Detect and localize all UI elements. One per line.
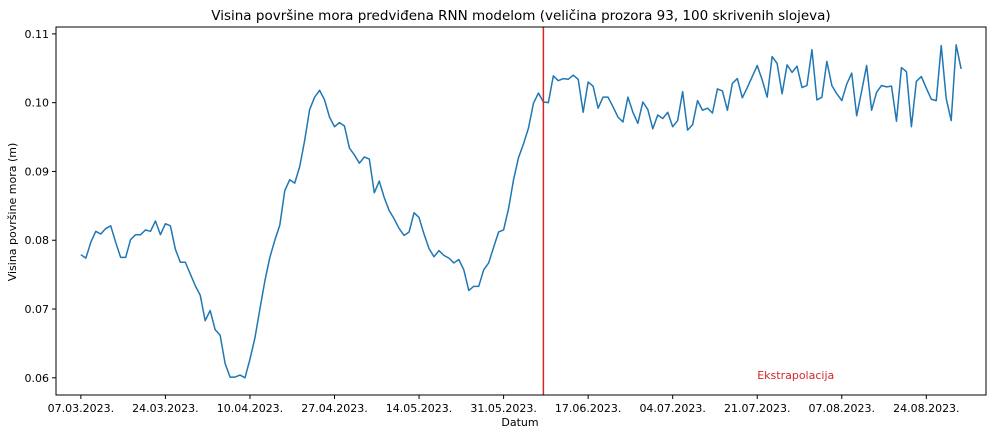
x-tick-label: 24.08.2023. (893, 402, 959, 415)
x-tick-label: 07.08.2023. (809, 402, 875, 415)
y-axis-ticks: 0.06 0.07 0.08 0.09 0.10 0.11 (25, 28, 56, 385)
x-axis-label: Datum (501, 416, 538, 429)
series-layer (80, 44, 962, 379)
x-tick-label: 10.04.2023. (217, 402, 283, 415)
plot-frame (55, 26, 987, 396)
x-tick-label: 07.03.2023. (48, 402, 114, 415)
x-tick-label: 31.05.2023. (470, 402, 536, 415)
y-tick-label: 0.07 (25, 303, 50, 316)
extrapolation-annotation: Ekstrapolacija (757, 369, 834, 382)
x-tick-label: 27.04.2023. (301, 402, 367, 415)
x-tick-label: 24.03.2023. (132, 402, 198, 415)
y-tick-label: 0.06 (25, 372, 50, 385)
chart-title: Visina površine mora predviđena RNN mode… (211, 8, 830, 24)
y-axis-label: Visina površine mora (m) (6, 143, 19, 282)
x-tick-label: 21.07.2023. (724, 402, 790, 415)
y-tick-label: 0.11 (25, 28, 50, 41)
plot-area: Ekstrapolacija (55, 26, 987, 396)
x-tick-label: 14.05.2023. (386, 402, 452, 415)
x-tick-label: 04.07.2023. (639, 402, 705, 415)
y-tick-label: 0.09 (25, 165, 50, 178)
y-tick-label: 0.10 (25, 97, 50, 110)
series-line-0 (80, 44, 962, 379)
y-tick-label: 0.08 (25, 234, 50, 247)
x-tick-label: 17.06.2023. (555, 402, 621, 415)
x-axis-ticks: 07.03.2023. 24.03.2023. 10.04.2023. 27.04.2… (48, 395, 960, 415)
